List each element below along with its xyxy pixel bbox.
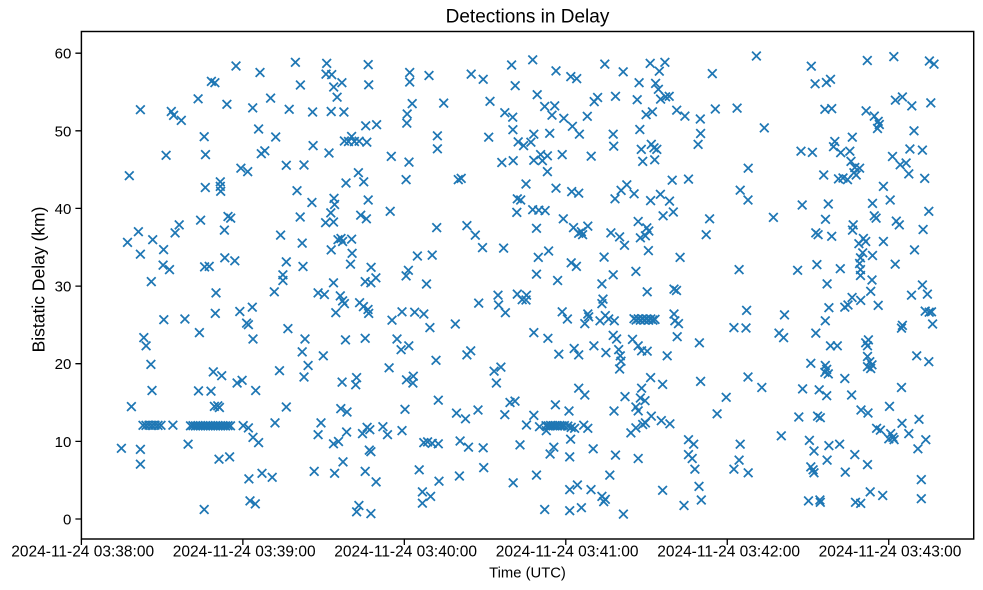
svg-text:2024-11-24 03:41:00: 2024-11-24 03:41:00 [496,544,639,561]
svg-text:2024-11-24 03:40:00: 2024-11-24 03:40:00 [334,544,477,561]
svg-text:20: 20 [55,356,72,373]
svg-text:Bistatic Delay (km): Bistatic Delay (km) [28,207,48,353]
svg-text:2024-11-24 03:43:00: 2024-11-24 03:43:00 [819,544,962,561]
svg-text:2024-11-24 03:38:00: 2024-11-24 03:38:00 [11,544,154,561]
svg-text:0: 0 [63,512,71,529]
svg-text:50: 50 [55,123,72,140]
svg-text:10: 10 [55,434,72,451]
svg-text:40: 40 [55,201,72,218]
svg-text:Detections in Delay: Detections in Delay [446,7,610,28]
svg-text:2024-11-24 03:39:00: 2024-11-24 03:39:00 [173,544,316,561]
svg-text:60: 60 [55,46,72,63]
svg-text:Time (UTC): Time (UTC) [489,566,566,582]
svg-text:30: 30 [55,279,72,296]
svg-text:2024-11-24 03:42:00: 2024-11-24 03:42:00 [657,544,800,561]
